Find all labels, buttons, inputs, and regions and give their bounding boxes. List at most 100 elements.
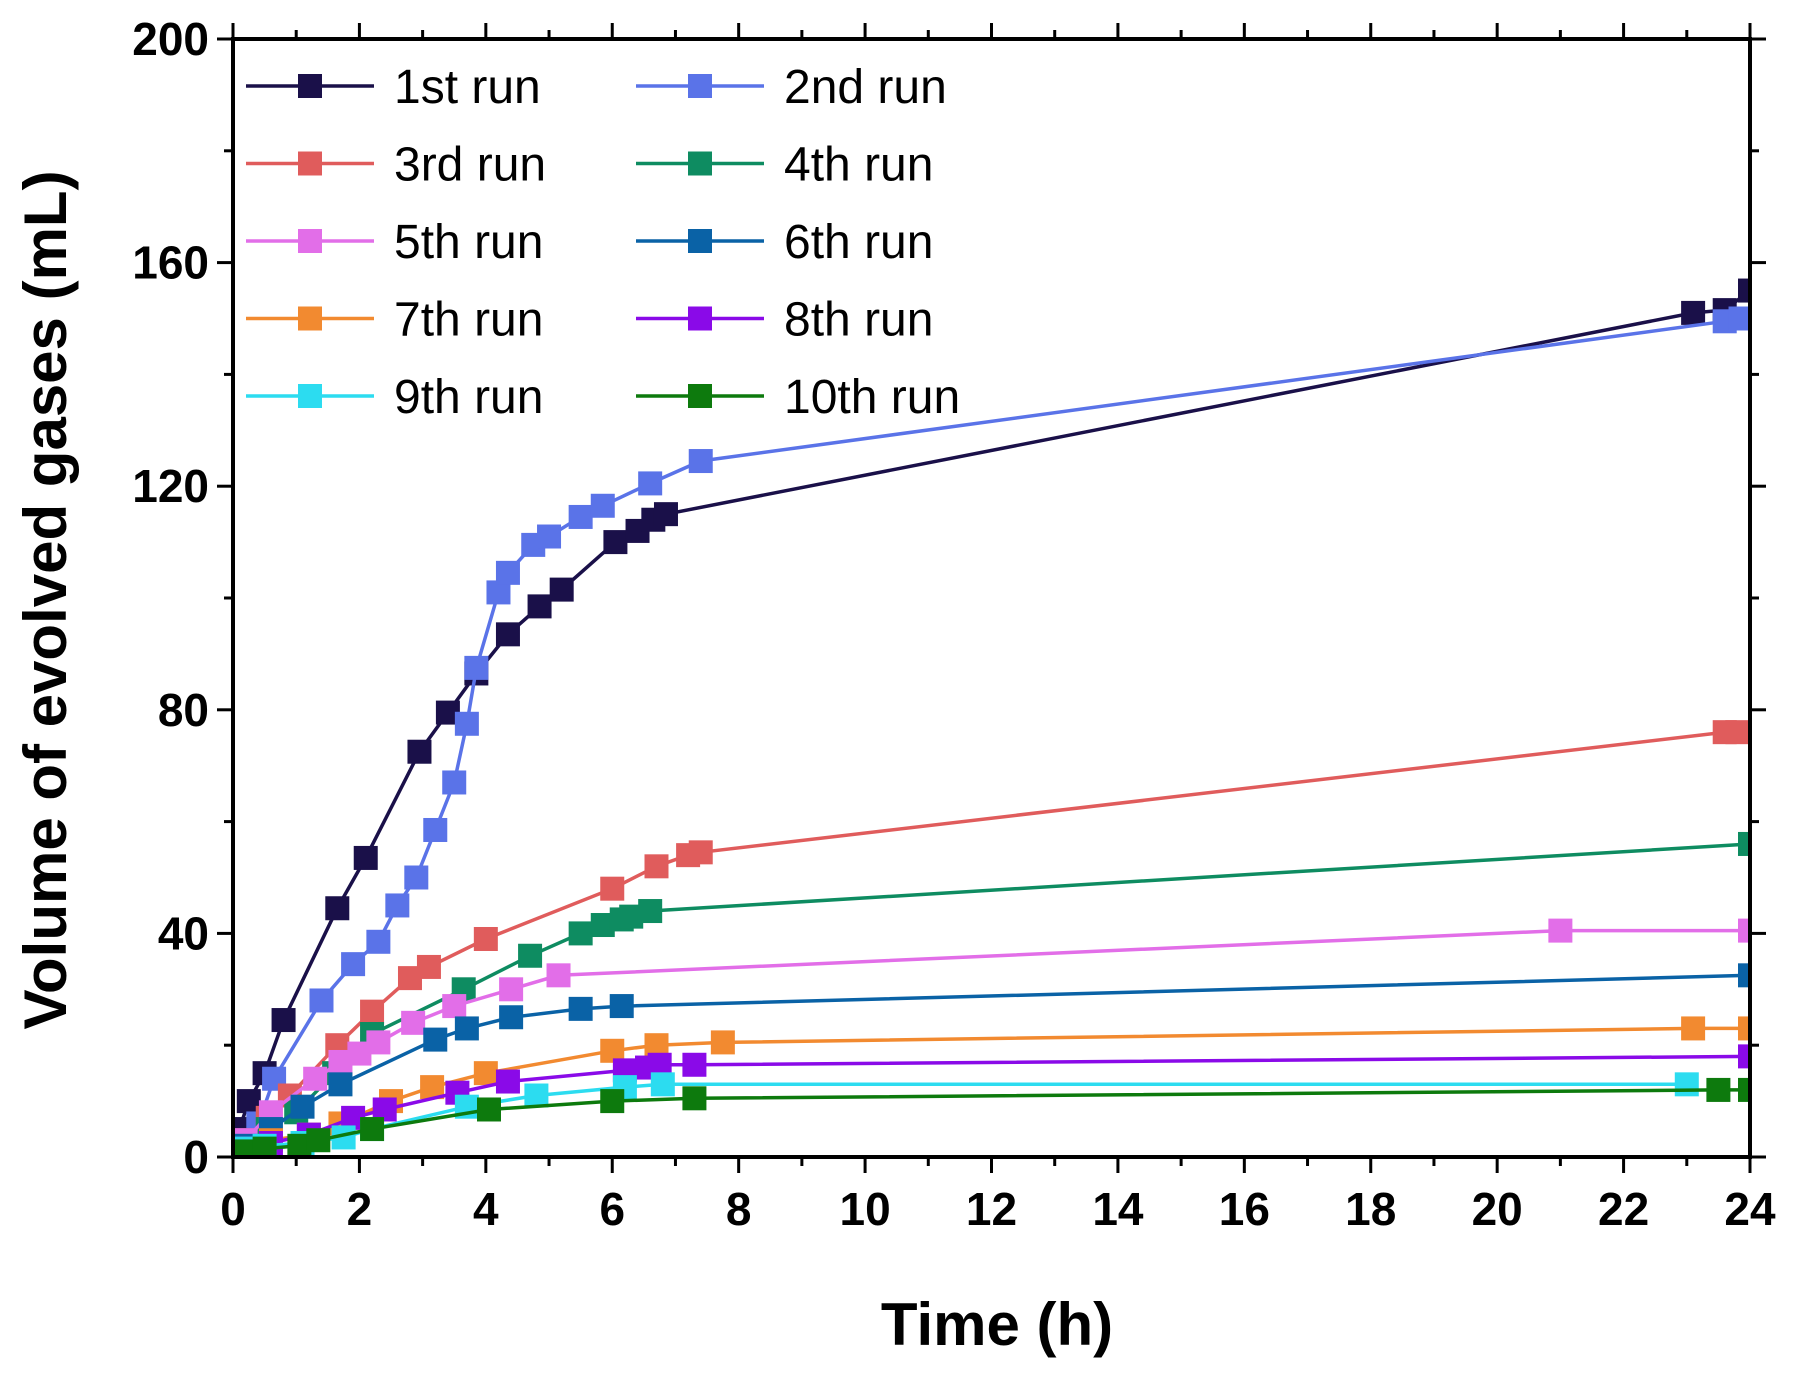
series-2-point bbox=[385, 893, 410, 918]
legend-label: 5th run bbox=[394, 216, 543, 269]
legend-marker bbox=[298, 74, 322, 98]
legend-entry: 2nd run bbox=[636, 61, 947, 114]
series-4-point bbox=[518, 943, 543, 968]
series-6-point bbox=[499, 1005, 524, 1030]
legend-label: 7th run bbox=[394, 294, 543, 347]
series-8-point bbox=[682, 1052, 707, 1077]
legend-marker bbox=[688, 229, 712, 253]
x-tick-label: 0 bbox=[220, 1183, 246, 1235]
legend-entry: 1st run bbox=[246, 61, 541, 114]
legend-label: 6th run bbox=[784, 216, 933, 269]
x-tick-label: 12 bbox=[966, 1183, 1017, 1235]
series-1-point bbox=[236, 1089, 261, 1114]
series-7-point bbox=[1738, 1016, 1750, 1041]
series-1-point bbox=[271, 1008, 296, 1033]
series-9-point bbox=[650, 1072, 675, 1097]
series-1-point bbox=[1681, 300, 1706, 325]
legend-marker bbox=[688, 151, 712, 176]
series-8-point bbox=[495, 1069, 520, 1094]
series-6-point bbox=[609, 994, 634, 1019]
series-3-point bbox=[416, 954, 441, 979]
series-5-point bbox=[1738, 918, 1750, 943]
legend-label: 10th run bbox=[784, 371, 960, 424]
series-10 bbox=[233, 1077, 1750, 1157]
y-tick-label: 80 bbox=[158, 684, 209, 736]
legend-entry: 6th run bbox=[636, 216, 933, 269]
series-10-point bbox=[1738, 1077, 1750, 1102]
series-2-point bbox=[366, 929, 391, 954]
legend-marker bbox=[688, 306, 712, 331]
series-6-point bbox=[454, 1016, 479, 1041]
series-1-point bbox=[407, 739, 432, 764]
series-2-point bbox=[423, 817, 448, 842]
series-1-point bbox=[353, 845, 378, 870]
series-2-point bbox=[590, 493, 615, 518]
series-10-line bbox=[245, 1088, 1750, 1154]
series-7-point bbox=[710, 1030, 735, 1055]
y-tick-label: 160 bbox=[132, 237, 209, 289]
series-6-point bbox=[328, 1072, 353, 1097]
legend: 1st run 2nd run 3rd run 4th run 5th run 6th r… bbox=[246, 61, 960, 424]
legend-marker bbox=[298, 229, 322, 253]
series-10-point bbox=[1706, 1077, 1731, 1102]
y-tick-label: 120 bbox=[132, 460, 209, 512]
series-2-point bbox=[568, 504, 593, 529]
series-10-point bbox=[476, 1097, 501, 1122]
x-tick-label: 20 bbox=[1472, 1183, 1523, 1235]
series-3-point bbox=[473, 926, 498, 951]
series-5 bbox=[233, 918, 1750, 1153]
series-2-point bbox=[537, 524, 562, 549]
series-10-point bbox=[287, 1133, 312, 1157]
x-tick-label: 14 bbox=[1092, 1183, 1144, 1235]
series-2-point bbox=[495, 560, 520, 585]
legend-entry: 9th run bbox=[246, 371, 543, 424]
series-5-point bbox=[366, 1030, 391, 1055]
x-tick-label: 10 bbox=[839, 1183, 890, 1235]
series-4-point bbox=[638, 899, 663, 924]
series-5-point bbox=[401, 1010, 426, 1035]
legend-marker bbox=[298, 306, 322, 331]
series-1 bbox=[233, 278, 1750, 1142]
series-5-point bbox=[1548, 918, 1573, 943]
legend-label: 1st run bbox=[394, 61, 541, 114]
legend-marker bbox=[298, 384, 322, 408]
x-tick-label: 2 bbox=[347, 1183, 373, 1235]
series-5-point bbox=[303, 1066, 328, 1091]
x-tick-label: 22 bbox=[1598, 1183, 1649, 1235]
x-tick-label: 6 bbox=[599, 1183, 625, 1235]
series-5-point bbox=[499, 977, 524, 1002]
series-2-point bbox=[341, 952, 366, 977]
series-2-point bbox=[454, 711, 479, 736]
series-3-point bbox=[1725, 720, 1750, 745]
series-1-point bbox=[603, 530, 628, 555]
y-tick-label: 200 bbox=[132, 13, 209, 65]
legend-label: 2nd run bbox=[784, 61, 947, 114]
series-10-point bbox=[600, 1089, 625, 1114]
series-3-point bbox=[360, 999, 385, 1024]
legend-entry: 5th run bbox=[246, 216, 543, 269]
series-1-point bbox=[1738, 278, 1750, 303]
legend-entry: 8th run bbox=[636, 294, 933, 347]
legend-label: 4th run bbox=[784, 139, 933, 192]
legend-entry: 4th run bbox=[636, 139, 933, 192]
series-3-point bbox=[688, 840, 713, 865]
series-2-point bbox=[688, 449, 713, 474]
series-6-point bbox=[290, 1094, 315, 1119]
series-1-point bbox=[325, 896, 350, 921]
series-10-point bbox=[306, 1128, 331, 1153]
series-4-point bbox=[568, 921, 593, 946]
x-tick-label: 8 bbox=[726, 1183, 752, 1235]
legend-entry: 7th run bbox=[246, 294, 543, 347]
series-10-point bbox=[252, 1136, 277, 1157]
y-tick-label: 40 bbox=[158, 907, 209, 959]
series-10-point bbox=[360, 1117, 385, 1142]
legend-entry: 3rd run bbox=[246, 139, 546, 192]
series-10-point bbox=[682, 1086, 707, 1111]
series-2-point bbox=[442, 770, 467, 795]
series-5-point bbox=[546, 963, 571, 988]
series-3-point bbox=[644, 854, 669, 879]
y-axis-label: Volume of evolved gases (mL) bbox=[12, 170, 79, 1029]
series-9-point bbox=[1674, 1072, 1699, 1097]
